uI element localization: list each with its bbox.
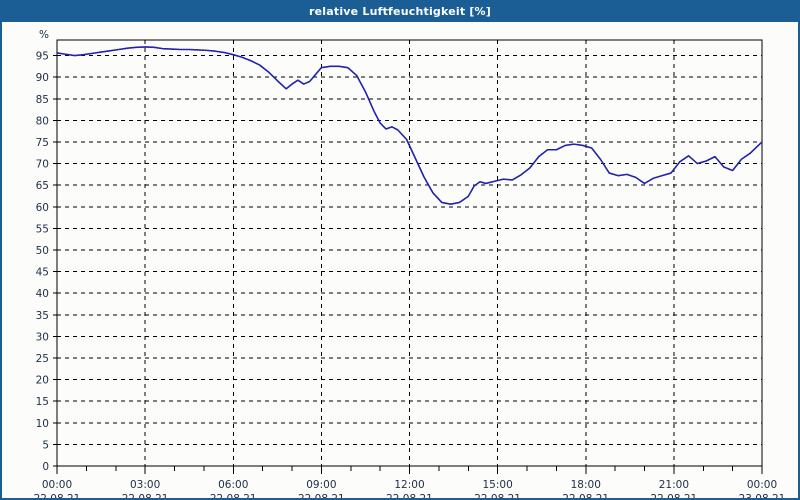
y-tick-label: 70 — [36, 159, 49, 171]
x-tick-time: 03:00 — [130, 479, 160, 491]
y-tick-label: 75 — [36, 137, 49, 149]
y-tick-label: 10 — [36, 418, 49, 430]
x-tick-date: 22.08.21 — [34, 493, 81, 498]
vertical-gridlines — [144, 40, 675, 466]
x-tick-date: 22.08.21 — [474, 493, 521, 498]
x-tick-time: 00:00 — [42, 479, 72, 491]
y-tick-label: 40 — [36, 288, 49, 300]
x-tick-time: 00:00 — [747, 479, 777, 491]
x-tick-date: 22.08.21 — [210, 493, 257, 498]
y-tick-label: 30 — [36, 331, 49, 343]
y-tick-label: 15 — [36, 396, 49, 408]
plot-frame — [56, 39, 763, 467]
y-tick-label: 5 — [42, 439, 49, 451]
y-axis-tick-labels: 0 5 10 15 20 25 30 35 40 45 50 55 60 65 70 75 80 85 90 95 — [36, 51, 49, 473]
x-tick-time: 06:00 — [218, 479, 248, 491]
window-title: relative Luftfeuchtigkeit [%] — [309, 4, 491, 18]
y-tick-label: 50 — [36, 245, 49, 257]
x-tick-time: 15:00 — [482, 479, 512, 491]
y-tick-label: 20 — [36, 375, 49, 387]
humidity-line-chart: 0 5 10 15 20 25 30 35 40 45 50 55 60 65 70 75 80 85 90 95 %… — [2, 22, 798, 498]
x-tick-time: 18:00 — [571, 479, 601, 491]
x-tick-time: 12:00 — [394, 479, 424, 491]
y-axis-ticks — [53, 55, 57, 467]
y-tick-label: 0 — [42, 461, 49, 473]
y-tick-label: 55 — [36, 223, 49, 235]
series-line-humidity — [56, 46, 763, 205]
y-tick-label: 90 — [36, 72, 49, 84]
x-tick-date: 22.08.21 — [386, 493, 433, 498]
y-tick-label: 45 — [36, 267, 49, 279]
x-tick-time: 21:00 — [659, 479, 689, 491]
y-tick-label: 25 — [36, 353, 49, 365]
y-tick-label: 35 — [36, 310, 49, 322]
x-axis-minor-ticks — [56, 466, 763, 474]
y-tick-label: 65 — [36, 180, 49, 192]
series-group — [56, 46, 763, 205]
y-tick-label: 85 — [36, 94, 49, 106]
x-tick-date: 22.08.21 — [298, 493, 345, 498]
y-tick-label: 80 — [36, 115, 49, 127]
x-axis-tick-labels: 00:00 22.08.21 03:00 22.08.21 06:00 22.08.21 0… — [34, 479, 786, 498]
x-tick-date: 22.08.21 — [122, 493, 169, 498]
x-tick-time: 09:00 — [306, 479, 336, 491]
y-axis-unit-label: % — [39, 29, 49, 41]
plot-area: 0 5 10 15 20 25 30 35 40 45 50 55 60 65 70 75 80 85 90 95 %… — [2, 22, 798, 498]
x-tick-date: 22.08.21 — [650, 493, 697, 498]
window-titlebar: relative Luftfeuchtigkeit [%] — [0, 0, 800, 22]
y-tick-label: 60 — [36, 202, 49, 214]
y-axis-unit: % — [39, 29, 49, 41]
x-tick-date: 22.08.21 — [562, 493, 609, 498]
axes-frame — [56, 39, 763, 467]
y-tick-label: 95 — [36, 51, 49, 63]
x-tick-date: 23.08.21 — [739, 493, 786, 498]
chart-background — [2, 22, 798, 498]
